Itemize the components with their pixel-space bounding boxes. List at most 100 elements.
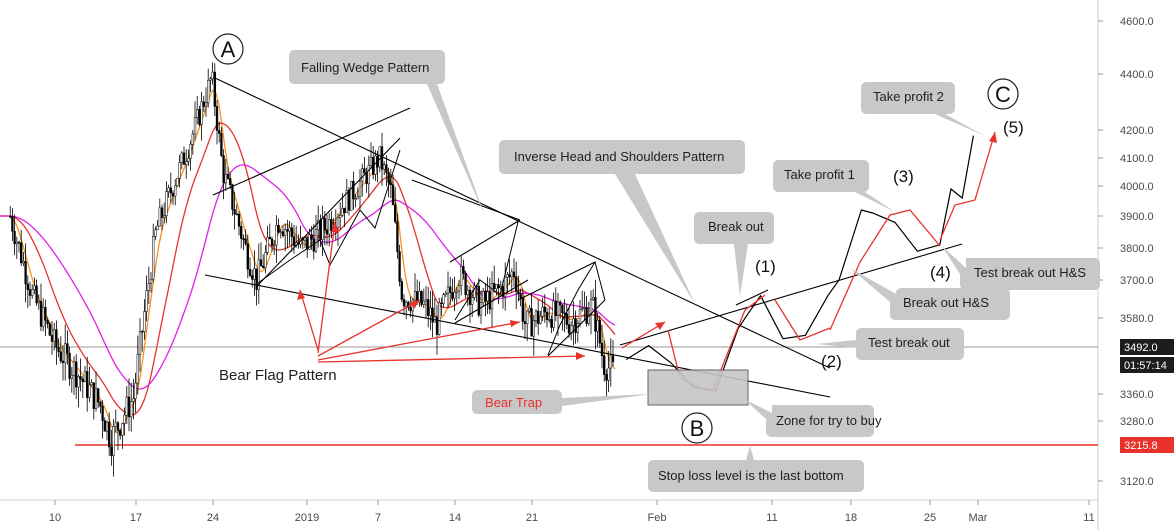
candle-body	[565, 313, 568, 325]
candle-body	[28, 289, 32, 296]
candle-body	[121, 423, 124, 436]
candle	[233, 191, 236, 230]
candle-body	[119, 430, 122, 436]
candle-body	[438, 302, 441, 335]
candle	[466, 284, 469, 307]
candle	[422, 288, 425, 309]
candle	[55, 320, 58, 365]
candle	[552, 292, 555, 332]
candle	[508, 259, 511, 285]
wave-5: (5)	[1003, 118, 1024, 137]
candle-body	[484, 290, 487, 302]
candle-body	[466, 289, 469, 296]
candle-body	[116, 422, 120, 431]
candle-body	[550, 319, 553, 328]
candle	[510, 268, 513, 293]
candle	[457, 279, 461, 300]
candle	[187, 149, 190, 167]
x-tick-label: 11	[766, 512, 777, 524]
candle	[53, 322, 56, 351]
candle	[211, 62, 214, 85]
flag-3-lower-line	[454, 279, 529, 324]
candle	[284, 223, 287, 252]
candle-body	[46, 319, 49, 325]
candle-body	[539, 315, 542, 324]
candle-body	[174, 185, 177, 197]
candle	[427, 286, 430, 328]
candle	[198, 105, 201, 127]
candle	[202, 95, 205, 112]
candle	[358, 169, 362, 209]
candle	[189, 140, 192, 171]
candle	[70, 367, 73, 393]
wave-3: (3)	[893, 167, 914, 186]
candle	[235, 204, 238, 216]
candle	[288, 221, 291, 246]
candle-body	[347, 189, 351, 211]
candle	[526, 310, 529, 342]
candle-body	[402, 299, 406, 307]
candle	[578, 299, 582, 328]
x-tick-label: 18	[845, 512, 857, 524]
candle-body	[583, 307, 586, 309]
candle	[180, 151, 183, 170]
candle	[541, 297, 544, 322]
pattern-lines	[204, 77, 963, 398]
candle	[94, 371, 98, 412]
candle	[246, 234, 249, 279]
callout-take-profit-1-bg	[773, 160, 895, 212]
circle-c-label: C	[995, 82, 1011, 107]
circle-b	[681, 412, 713, 444]
candle-body	[413, 291, 417, 301]
candle	[259, 242, 263, 267]
bear-trap-zone	[647, 369, 749, 406]
candle-body	[31, 289, 34, 296]
candle	[46, 317, 49, 329]
candle	[61, 345, 65, 381]
candle	[50, 321, 54, 355]
x-tick-label: 2019	[295, 512, 319, 524]
candle-body	[429, 307, 432, 316]
neckline	[619, 243, 963, 346]
candle	[90, 379, 93, 386]
x-tick-label: 21	[526, 512, 538, 524]
candle	[130, 382, 133, 432]
candle	[561, 303, 564, 331]
y-tick-label: 3900.0	[1120, 211, 1154, 223]
candle	[145, 275, 148, 322]
candle-body	[55, 329, 58, 348]
candle	[253, 250, 256, 296]
candle-body	[310, 234, 313, 240]
candle	[592, 289, 595, 302]
price-axis[interactable]: 4600.0 4400.0 4200.0 4100.0 4000.0 3900.0 3800…	[1098, 16, 1154, 488]
candle-body	[134, 382, 137, 399]
time-axis[interactable]: 10 17 24 2019 7 14 21 Feb 11 18 25 Mar 11	[49, 500, 1095, 524]
candle	[110, 429, 113, 466]
bear-flag-label: Bear Flag Pattern	[219, 367, 337, 384]
candle-body	[400, 281, 403, 300]
candle	[354, 194, 357, 208]
candle	[231, 183, 234, 216]
candle-body	[528, 308, 531, 312]
candle-body	[220, 133, 223, 156]
candle	[292, 224, 296, 254]
candle	[548, 307, 551, 323]
candle	[81, 376, 84, 399]
candle-body	[543, 306, 546, 313]
candle-body	[112, 426, 115, 456]
candle-body	[79, 376, 82, 380]
callout-break-out-bg	[694, 212, 774, 296]
candle	[15, 236, 18, 259]
callout-stop-loss-bg	[648, 446, 864, 492]
y-tick-label: 4400.0	[1120, 69, 1154, 81]
x-tick-label: 14	[449, 512, 461, 524]
candle	[446, 271, 450, 309]
candle-body	[420, 291, 423, 305]
callout-bear-trap: Bear Trap	[485, 395, 542, 410]
candle	[567, 307, 571, 338]
x-tick-label: Mar	[969, 512, 988, 524]
candle-body	[279, 231, 282, 234]
candle-body	[541, 306, 544, 317]
candle-body	[189, 144, 192, 159]
